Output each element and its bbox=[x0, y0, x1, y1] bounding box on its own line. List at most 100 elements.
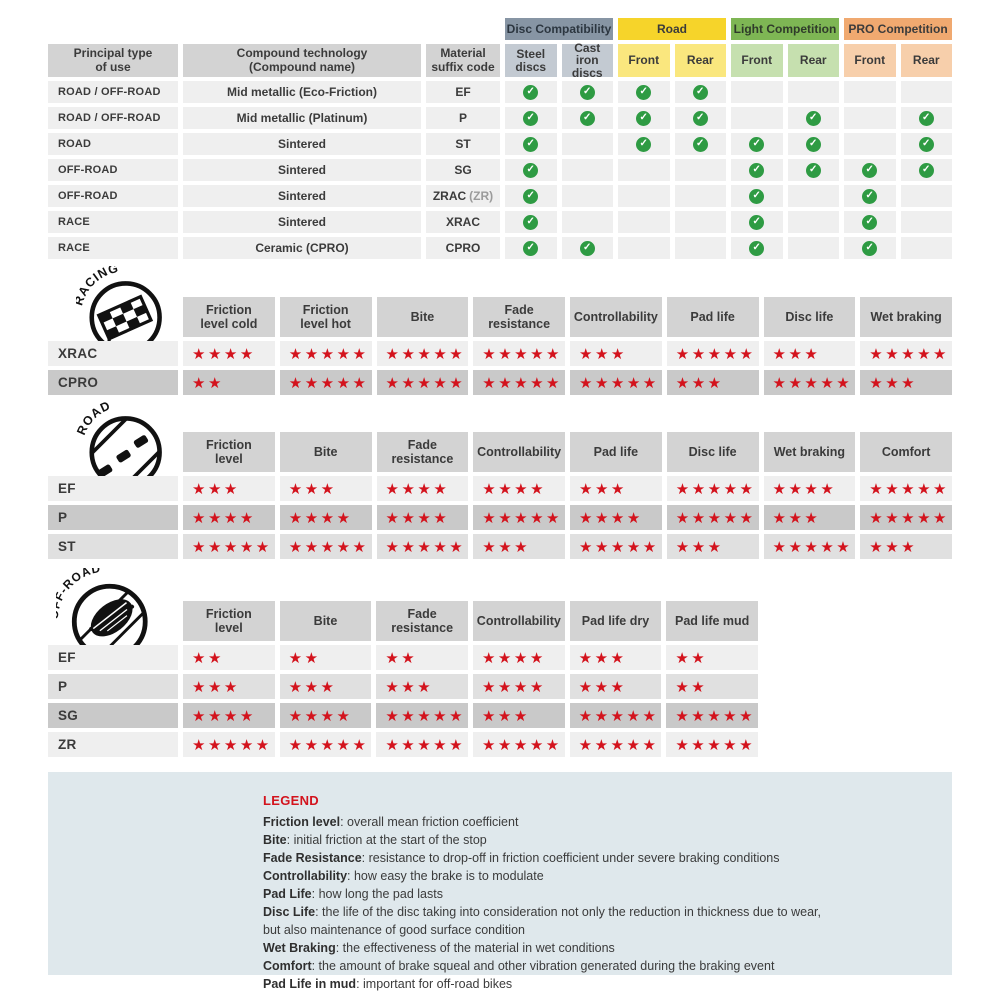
star-rating: ★★★★★ bbox=[666, 476, 759, 501]
legend-term: Fade Resistance bbox=[263, 851, 362, 865]
compound-cell: Sintered bbox=[183, 159, 421, 181]
check-cell bbox=[844, 133, 896, 155]
check-cell: ✓ bbox=[844, 185, 896, 207]
ratings-column-header-1: Friction level hot bbox=[279, 297, 372, 337]
code-cell: P bbox=[426, 107, 500, 129]
star-rating: ★★★★ bbox=[570, 505, 662, 530]
check-cell: ✓ bbox=[900, 133, 952, 155]
check-cell: ✓ bbox=[505, 81, 557, 103]
check-cell bbox=[561, 133, 613, 155]
sub-header-2: Front bbox=[618, 44, 670, 77]
check-icon: ✓ bbox=[918, 162, 934, 178]
ratings-column-header-0: Friction level cold bbox=[183, 297, 275, 337]
star-rating: ★★★★★ bbox=[860, 341, 952, 366]
road-icon: ROAD bbox=[76, 401, 162, 489]
check-cell bbox=[844, 107, 896, 129]
star-rating: ★★★★★ bbox=[860, 476, 952, 501]
ratings-column-header-2: Fade resistance bbox=[376, 432, 469, 472]
star-rating: ★★★★★ bbox=[666, 703, 758, 728]
star-rating: ★★★★ bbox=[472, 645, 565, 670]
check-icon: ✓ bbox=[523, 214, 539, 230]
ratings-column-header-0: Friction level bbox=[183, 601, 275, 641]
star-rating: ★★★★★ bbox=[570, 534, 662, 559]
legend-term: Wet Braking bbox=[263, 941, 336, 955]
check-cell: ✓ bbox=[787, 159, 839, 181]
check-cell bbox=[844, 81, 896, 103]
use-cell: RACE bbox=[48, 211, 178, 233]
check-cell bbox=[787, 81, 839, 103]
compound-row-label-xrac: XRAC bbox=[48, 341, 178, 366]
check-cell: ✓ bbox=[900, 159, 952, 181]
star-rating: ★★★ bbox=[183, 476, 275, 501]
star-rating: ★★★ bbox=[763, 505, 856, 530]
check-cell: ✓ bbox=[731, 133, 783, 155]
star-rating: ★★★ bbox=[472, 703, 565, 728]
check-cell bbox=[618, 185, 670, 207]
compat-header-spacer bbox=[48, 18, 500, 40]
use-cell: RACE bbox=[48, 237, 178, 259]
star-rating: ★★★★★ bbox=[666, 732, 758, 757]
star-rating: ★★★★★ bbox=[666, 505, 759, 530]
racing-flag-icon: RACING bbox=[76, 266, 162, 354]
star-rating: ★★★ bbox=[376, 674, 468, 699]
star-rating: ★★★★★ bbox=[376, 370, 469, 395]
check-cell bbox=[674, 185, 726, 207]
star-rating: ★★★★★ bbox=[279, 370, 372, 395]
ratings-column-header-7: Comfort bbox=[860, 432, 952, 472]
compound-cell: Mid metallic (Eco-Friction) bbox=[183, 81, 421, 103]
check-cell bbox=[618, 159, 670, 181]
ratings-column-header-3: Controllability bbox=[473, 432, 565, 472]
compound-row-label-zr: ZR bbox=[48, 732, 178, 757]
check-icon: ✓ bbox=[918, 136, 934, 152]
check-icon: ✓ bbox=[749, 214, 765, 230]
check-icon: ✓ bbox=[749, 162, 765, 178]
star-rating: ★★★★ bbox=[763, 476, 856, 501]
legend-item-5: Disc Life: the life of the disc taking i… bbox=[263, 905, 821, 937]
legend-term: Bite bbox=[263, 833, 287, 847]
check-icon: ✓ bbox=[749, 188, 765, 204]
group-header-pro-competition: PRO Competition bbox=[844, 18, 952, 40]
road-ratings-table: Friction level Bite Fade resistance Control… bbox=[48, 432, 952, 559]
check-cell bbox=[674, 211, 726, 233]
star-rating: ★★★★★ bbox=[472, 732, 565, 757]
star-rating: ★★★★★ bbox=[860, 505, 952, 530]
star-rating: ★★★★★ bbox=[666, 341, 759, 366]
star-rating: ★★★ bbox=[666, 370, 759, 395]
star-rating: ★★★ bbox=[279, 674, 372, 699]
check-icon: ✓ bbox=[862, 214, 878, 230]
star-rating: ★★ bbox=[183, 645, 275, 670]
check-cell bbox=[674, 159, 726, 181]
ratings-column-header-3: Controllability bbox=[472, 601, 565, 641]
compound-cell: Mid metallic (Platinum) bbox=[183, 107, 421, 129]
star-rating: ★★★ bbox=[570, 476, 662, 501]
ratings-column-header-6: Disc life bbox=[763, 297, 856, 337]
group-header-road: Road bbox=[618, 18, 726, 40]
star-rating: ★★★ bbox=[570, 341, 662, 366]
star-rating: ★★★★★ bbox=[473, 370, 565, 395]
star-rating: ★★★★★ bbox=[473, 341, 565, 366]
check-icon: ✓ bbox=[523, 162, 539, 178]
check-cell: ✓ bbox=[505, 237, 557, 259]
check-icon: ✓ bbox=[636, 136, 652, 152]
check-cell bbox=[618, 237, 670, 259]
legend-term: Disc Life bbox=[263, 905, 316, 919]
check-cell: ✓ bbox=[561, 81, 613, 103]
check-cell bbox=[561, 159, 613, 181]
star-rating: ★★★★ bbox=[183, 703, 275, 728]
ratings-column-header-4: Pad life bbox=[570, 432, 662, 472]
compound-row-label-st: ST bbox=[48, 534, 178, 559]
check-icon: ✓ bbox=[692, 136, 708, 152]
check-cell: ✓ bbox=[505, 133, 557, 155]
code-cell: ZRAC (ZR) bbox=[426, 185, 500, 207]
check-icon: ✓ bbox=[749, 240, 765, 256]
star-rating: ★★ bbox=[666, 674, 758, 699]
check-icon: ✓ bbox=[523, 136, 539, 152]
star-rating: ★★★★★ bbox=[569, 732, 662, 757]
star-rating: ★★★★ bbox=[279, 703, 372, 728]
ratings-column-header-4: Controllability bbox=[570, 297, 662, 337]
star-rating: ★★★★★ bbox=[183, 534, 275, 559]
check-cell: ✓ bbox=[674, 107, 726, 129]
check-cell: ✓ bbox=[674, 133, 726, 155]
legend-item-2: Fade Resistance: resistance to drop-off … bbox=[263, 851, 780, 865]
use-cell: OFF-ROAD bbox=[48, 159, 178, 181]
